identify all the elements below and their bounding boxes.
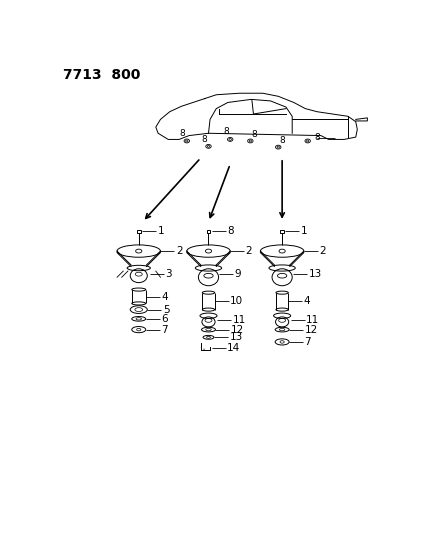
Text: 8: 8	[179, 129, 185, 138]
Text: 12: 12	[305, 325, 318, 335]
Text: 1: 1	[158, 226, 164, 236]
Text: 8: 8	[202, 135, 208, 144]
Text: 7: 7	[305, 337, 311, 347]
Text: 2: 2	[246, 246, 253, 256]
Text: 4: 4	[304, 296, 310, 306]
Bar	[137, 230, 141, 232]
Text: 10: 10	[230, 296, 244, 306]
Text: 11: 11	[306, 316, 319, 325]
Text: 9: 9	[235, 269, 241, 279]
Text: 2: 2	[319, 246, 326, 256]
Text: 7: 7	[161, 325, 168, 335]
Text: 11: 11	[232, 316, 246, 325]
Text: 8: 8	[223, 127, 229, 136]
Bar	[280, 230, 284, 232]
Bar	[207, 230, 211, 232]
Text: 13: 13	[309, 269, 322, 279]
Text: 5: 5	[163, 304, 169, 314]
Text: 6: 6	[161, 314, 168, 324]
Text: 3: 3	[165, 269, 172, 279]
Text: 14: 14	[227, 343, 241, 353]
Text: 2: 2	[176, 246, 183, 256]
Text: 4: 4	[161, 292, 168, 302]
Text: 1: 1	[301, 226, 307, 236]
Text: 8: 8	[279, 136, 285, 144]
Text: 12: 12	[231, 325, 244, 335]
Text: 13: 13	[229, 332, 243, 342]
Text: 8: 8	[314, 133, 320, 142]
Text: 8: 8	[251, 130, 257, 139]
Text: 7713  800: 7713 800	[63, 68, 140, 82]
Text: 8: 8	[227, 226, 234, 236]
